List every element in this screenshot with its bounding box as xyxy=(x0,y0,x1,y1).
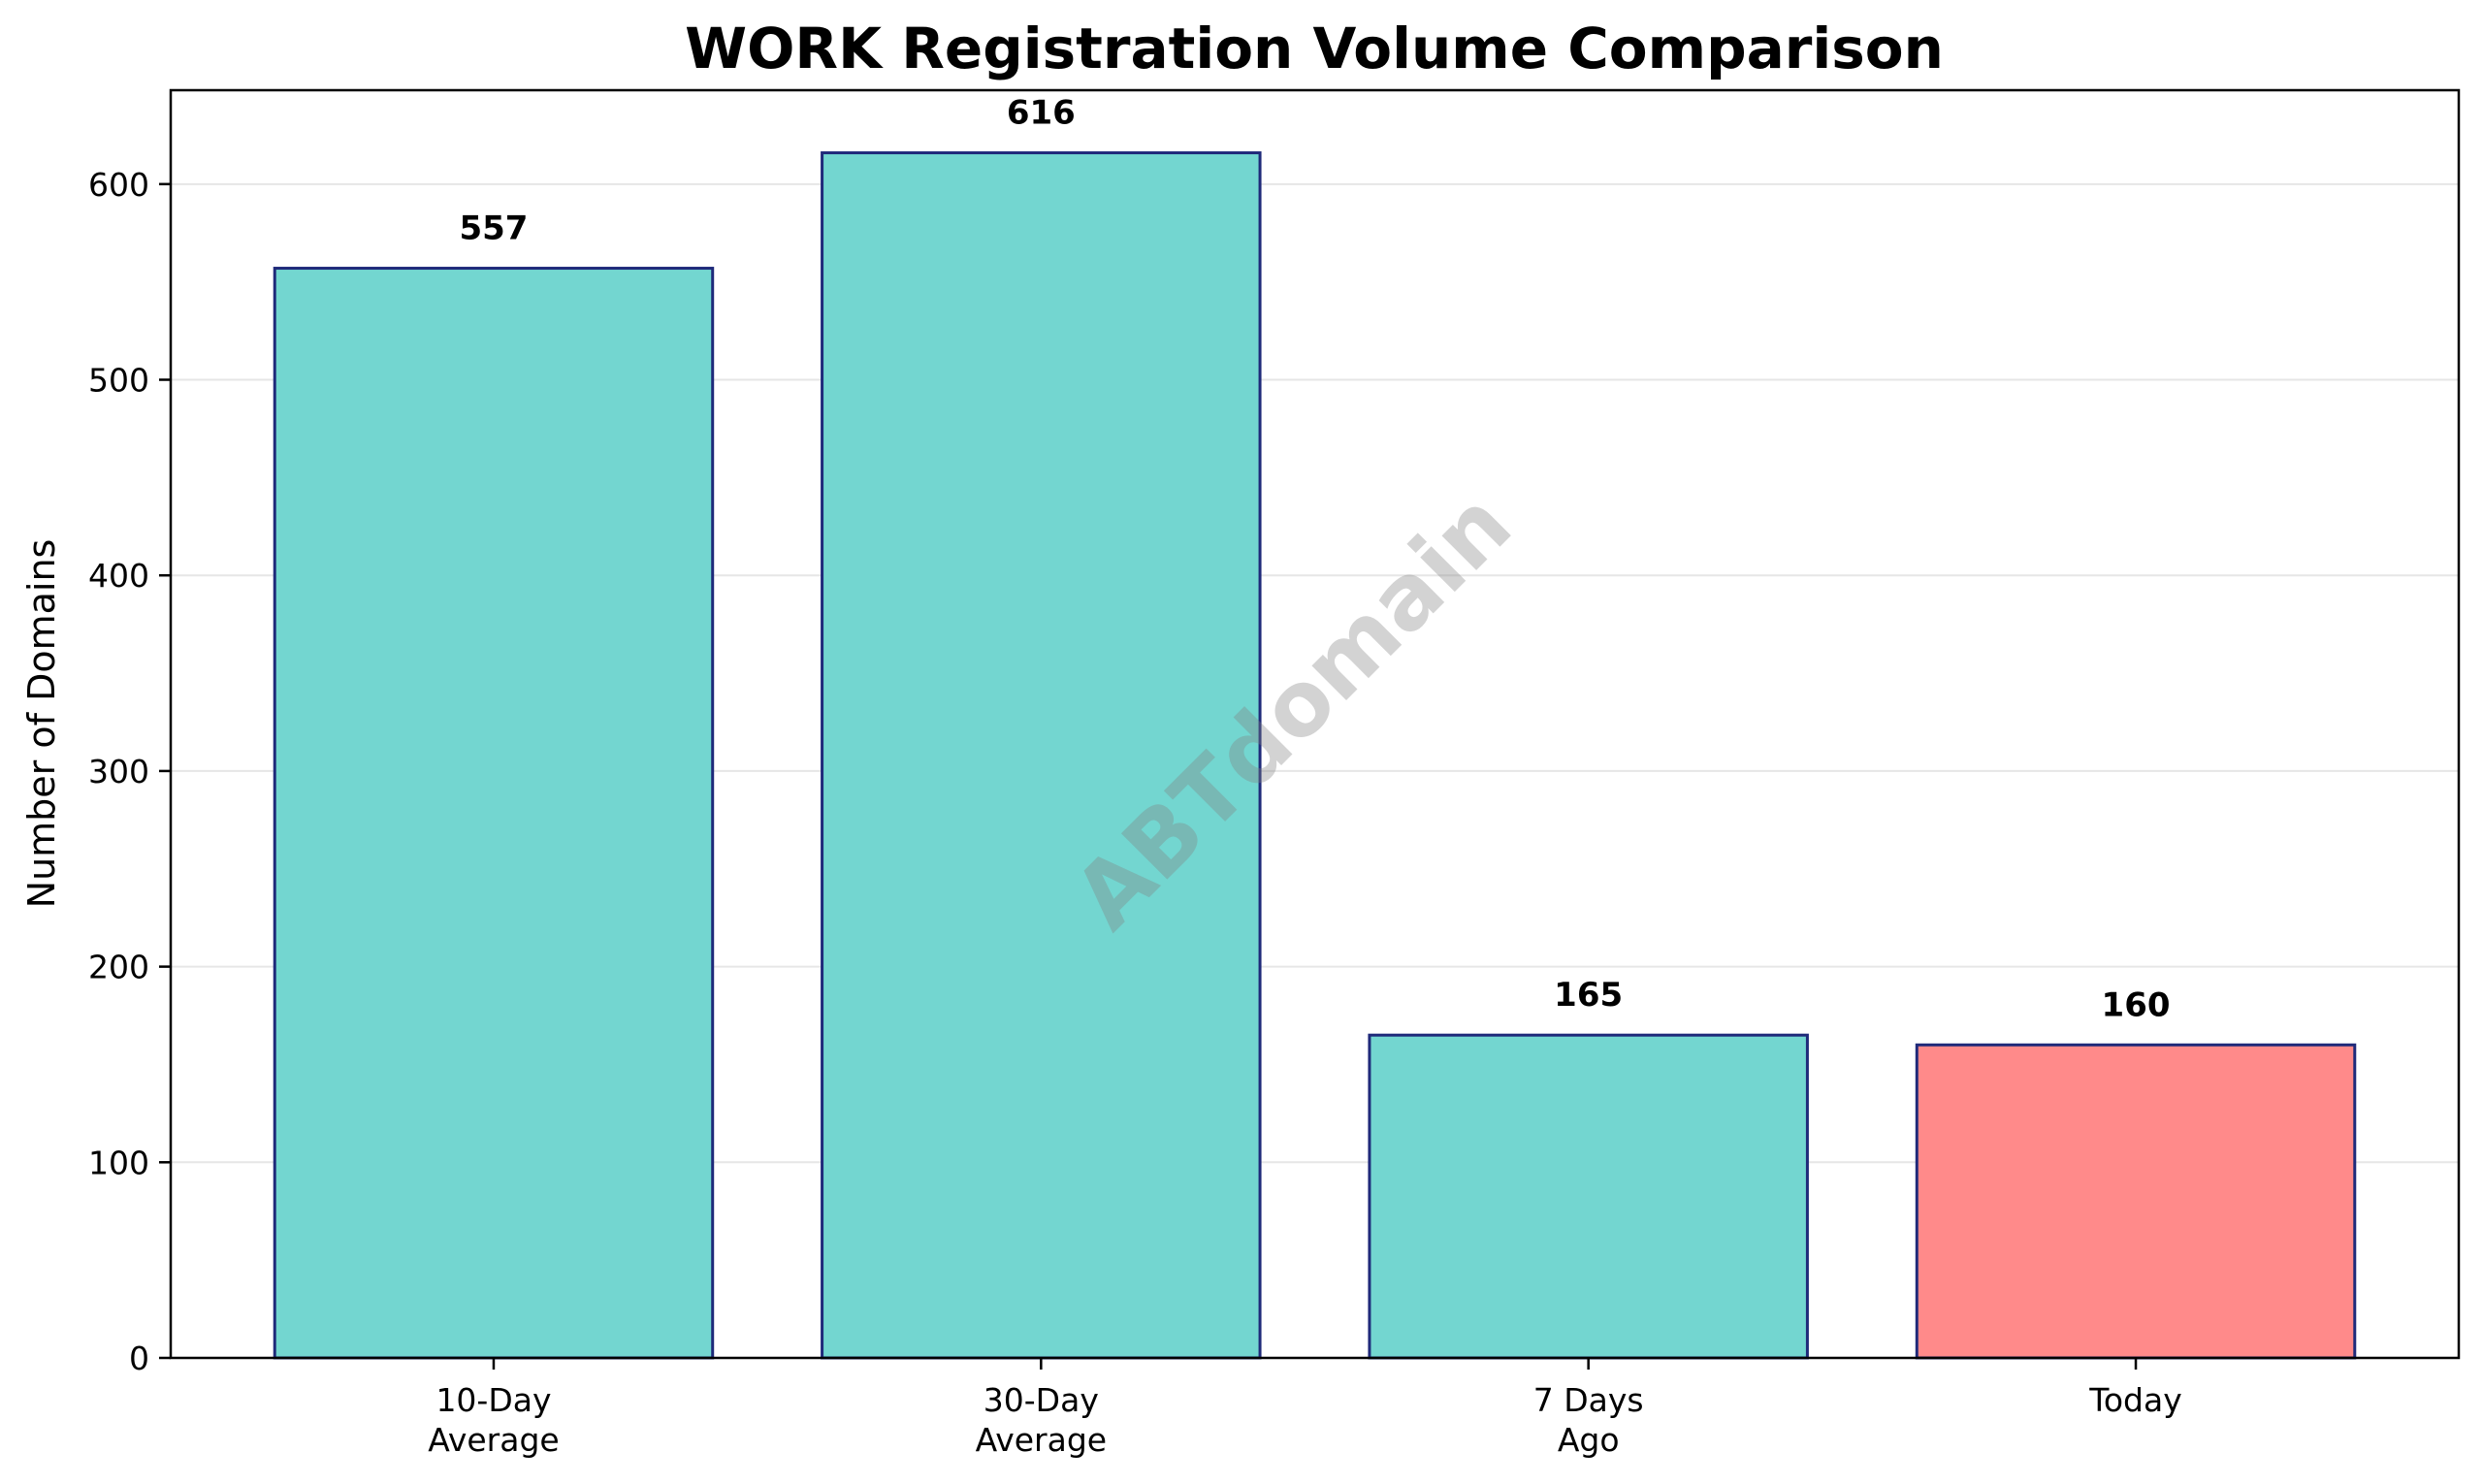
x-tick-label: 30-Day Average xyxy=(976,1381,1108,1459)
x-tick-label-line: Today xyxy=(2088,1381,2181,1419)
y-tick-label: 500 xyxy=(88,362,149,400)
y-tick-label: 200 xyxy=(88,949,149,986)
y-tick-label: 300 xyxy=(88,753,149,790)
bar-value-label: 160 xyxy=(2102,985,2171,1024)
x-tick-label: 7 Days Ago xyxy=(1533,1381,1644,1459)
x-tick-label: 10-Day Average xyxy=(428,1381,560,1459)
x-tick-label-line: Average xyxy=(976,1421,1108,1459)
x-tick-label-line: 30-Day xyxy=(984,1381,1099,1419)
x-tick-label: Today xyxy=(2088,1381,2181,1419)
bar xyxy=(1915,1043,2357,1360)
y-axis-label: Number of Domains xyxy=(20,539,63,909)
bar-value-label: 616 xyxy=(1007,94,1076,133)
chart-title: WORK Registration Volume Comparison xyxy=(685,16,1944,81)
bar-value-label: 557 xyxy=(459,210,528,248)
bar xyxy=(821,151,1262,1360)
y-tick-label: 600 xyxy=(88,166,149,204)
x-tick-label-line: Average xyxy=(428,1421,560,1459)
x-tick-label-line: 10-Day xyxy=(435,1381,551,1419)
y-tick-label: 400 xyxy=(88,557,149,595)
bar xyxy=(273,267,715,1360)
y-tick-label: 100 xyxy=(88,1144,149,1181)
bars-layer: 557 616 165 160 xyxy=(273,94,2357,1360)
x-tick-label-line: Ago xyxy=(1558,1421,1620,1459)
y-tick-label: 0 xyxy=(129,1339,149,1377)
bar-value-label: 165 xyxy=(1554,976,1623,1015)
plot-frame xyxy=(169,88,2461,1360)
x-tick-label-line: 7 Days xyxy=(1533,1381,1644,1419)
bar xyxy=(1368,1033,1809,1360)
